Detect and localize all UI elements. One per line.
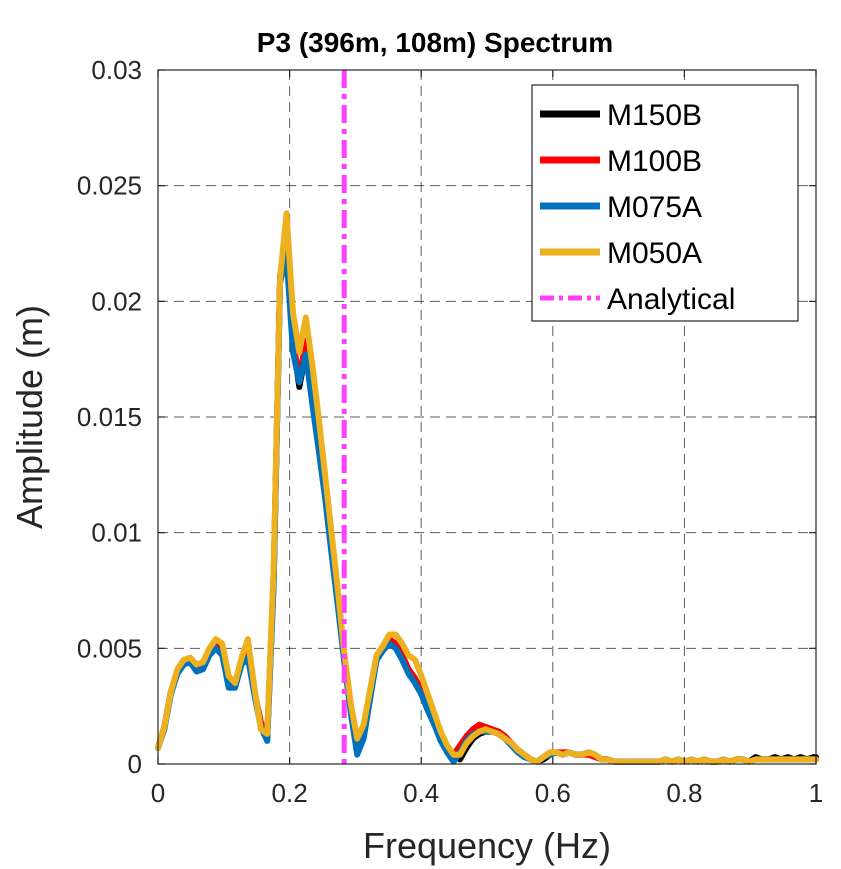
y-tick-label: 0 xyxy=(128,749,142,779)
x-tick-label: 0.8 xyxy=(666,778,702,808)
ticks: 0 0.2 0.4 0.6 0.8 1 0 0.005 0.01 0.015 0.02 0.025 0.… xyxy=(77,55,823,808)
legend-label-m150b: M150B xyxy=(607,99,702,132)
x-tick-label: 1 xyxy=(809,778,823,808)
y-tick-label: 0.025 xyxy=(77,171,142,201)
y-tick-label: 0.02 xyxy=(91,286,142,316)
chart-title: P3 (396m, 108m) Spectrum xyxy=(257,27,613,58)
legend-label-m050a: M050A xyxy=(607,237,702,270)
y-tick-label: 0.03 xyxy=(91,55,142,85)
x-tick-label: 0.2 xyxy=(272,778,308,808)
legend-label-m100b: M100B xyxy=(607,145,702,178)
y-tick-label: 0.01 xyxy=(91,518,142,548)
legend-label-m075a: M075A xyxy=(607,191,702,224)
x-tick-label: 0.6 xyxy=(535,778,571,808)
series-layer xyxy=(155,70,819,765)
legend: M150B M100B M075A M050A Analytical xyxy=(531,84,799,322)
series-line-m050a xyxy=(155,210,819,765)
x-axis-label: Frequency (Hz) xyxy=(363,825,611,866)
y-tick-label: 0.015 xyxy=(77,402,142,432)
x-tick-label: 0 xyxy=(151,778,165,808)
y-axis-label: Amplitude (m) xyxy=(9,305,50,529)
legend-label-analytical: Analytical xyxy=(607,283,735,316)
x-tick-label: 0.4 xyxy=(403,778,439,808)
y-tick-label: 0.005 xyxy=(77,633,142,663)
